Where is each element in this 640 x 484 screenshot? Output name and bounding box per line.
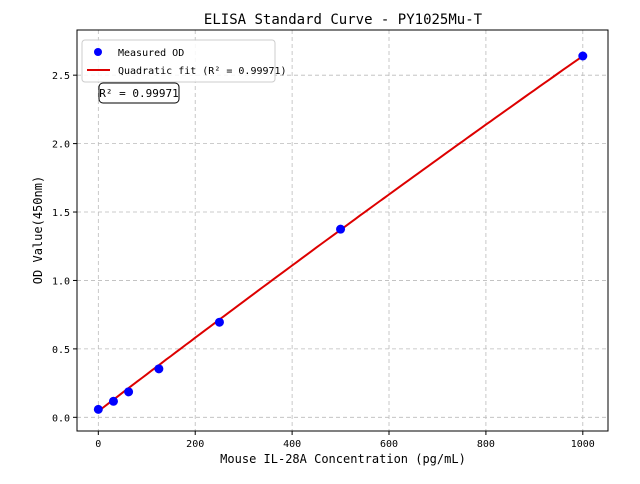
- legend-label-measured: Measured OD: [118, 48, 184, 59]
- data-point: [93, 404, 103, 414]
- chart-title: ELISA Standard Curve - PY1025Mu-T: [204, 12, 483, 28]
- y-tick-label: 1.0: [52, 276, 70, 287]
- data-point: [214, 317, 224, 327]
- plot-frame: [76, 29, 609, 432]
- data-points: [93, 51, 588, 414]
- grid: [77, 30, 608, 431]
- data-point: [336, 224, 346, 234]
- x-tick-label: 600: [380, 439, 398, 450]
- r2-annotation: R² = 0.99971: [99, 87, 178, 100]
- y-ticks: 0.0 0.5 1.0 1.5 2.0 2.5: [52, 71, 77, 424]
- y-tick-label: 0.0: [52, 413, 70, 424]
- y-tick-label: 2.5: [52, 71, 70, 82]
- data-point: [154, 364, 164, 374]
- x-ticks: 0 200 400 600 800 1000: [95, 431, 595, 450]
- y-tick-label: 2.0: [52, 140, 70, 151]
- y-tick-label: 0.5: [52, 345, 70, 356]
- legend-marker-measured: [94, 48, 102, 56]
- y-tick-label: 1.5: [52, 208, 70, 219]
- x-tick-label: 1000: [571, 439, 595, 450]
- data-point: [578, 51, 588, 61]
- x-tick-label: 200: [186, 439, 204, 450]
- x-tick-label: 400: [283, 439, 301, 450]
- data-point: [108, 396, 118, 406]
- x-tick-label: 800: [477, 439, 495, 450]
- legend: Measured OD Quadratic fit (R² = 0.99971): [81, 39, 287, 83]
- r2-annotation-box: R² = 0.99971: [98, 82, 180, 104]
- x-tick-label: 0: [95, 439, 101, 450]
- x-axis-label: Mouse IL-28A Concentration (pg/mL): [220, 452, 466, 466]
- y-axis-label: OD Value(450nm): [31, 176, 45, 284]
- legend-label-fit: Quadratic fit (R² = 0.99971): [118, 66, 287, 77]
- data-point: [124, 387, 134, 397]
